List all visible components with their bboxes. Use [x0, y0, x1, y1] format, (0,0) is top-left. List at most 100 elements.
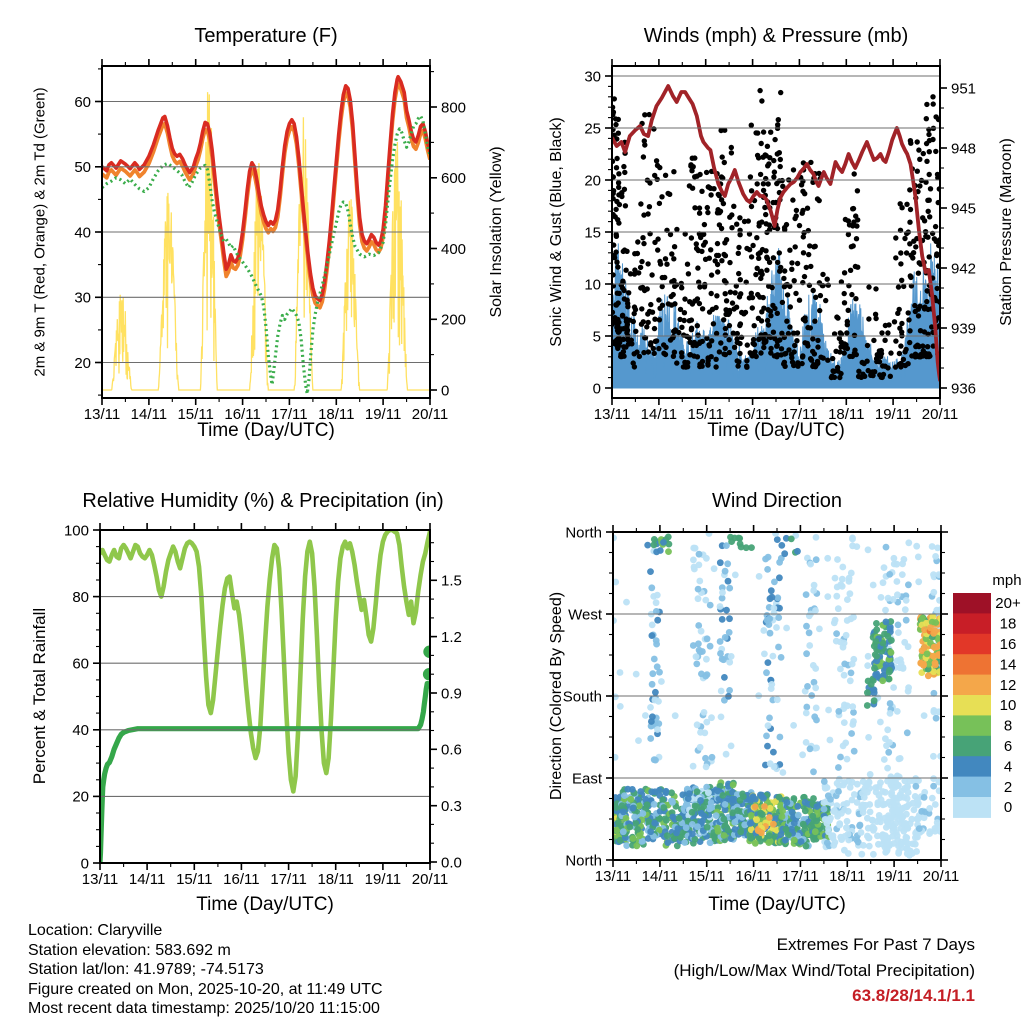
wind-direction-dot: [863, 702, 871, 709]
x-tick-label: 19/11: [876, 868, 912, 885]
wind-direction-dot: [895, 848, 903, 856]
wind-direction-dot: [799, 751, 806, 759]
wind-direction-dot: [820, 799, 828, 806]
gust-dot: [803, 264, 809, 271]
wind-direction-dot: [773, 624, 780, 631]
wind-direction-dot: [932, 714, 940, 722]
gust-dot: [787, 247, 793, 253]
wind-direction-dot: [849, 534, 856, 542]
gust-dot: [899, 277, 905, 283]
wind-direction-dot: [856, 822, 863, 830]
gust-dot: [633, 328, 639, 334]
gust-dot: [847, 267, 854, 273]
wind-direction-dot: [776, 733, 784, 741]
gust-dot: [817, 292, 824, 299]
wind-direction-dot: [858, 803, 865, 811]
wind-direction-dot: [650, 541, 658, 549]
wind-direction-dot: [650, 536, 658, 543]
wind-direction-dot: [823, 819, 831, 827]
x-tick-label: 17/11: [782, 868, 818, 885]
gust-dot: [694, 296, 701, 302]
wind-direction-dot: [905, 539, 913, 547]
wind-direction-dot: [877, 718, 884, 726]
wind-direction-dot: [689, 762, 697, 770]
gust-dot: [891, 319, 898, 325]
wind-direction-dot: [652, 608, 660, 615]
wind-direction-dot: [802, 591, 810, 598]
x-tick-label: 17/11: [271, 406, 307, 423]
gust-dot: [665, 301, 672, 307]
wind-direction-dot: [886, 710, 894, 717]
gust-dot: [649, 272, 655, 278]
gust-dot: [781, 359, 788, 365]
gust-dot: [737, 322, 743, 329]
gust-dot: [733, 304, 740, 310]
wind-direction-dot: [836, 821, 843, 829]
wind-direction-dot: [660, 804, 668, 811]
gust-dot: [770, 199, 776, 206]
x-tick-label: 19/11: [875, 406, 911, 423]
gust-dot: [721, 317, 727, 323]
wind-direction-dot: [631, 813, 638, 821]
gust-dot: [744, 342, 750, 348]
wind-direction-dot: [774, 594, 782, 602]
gust-dot: [768, 345, 774, 352]
x-tick-label: 15/11: [688, 868, 724, 885]
wind-direction-dot: [859, 809, 867, 816]
gust-dot: [920, 215, 926, 221]
gust-dot: [779, 299, 786, 306]
y-tick-label: 30: [74, 290, 91, 307]
wind-direction-dot: [613, 826, 621, 834]
gust-dot: [781, 224, 788, 231]
wind-direction-dot: [803, 622, 810, 630]
wind-direction-dot: [655, 826, 663, 834]
gust-dot: [722, 127, 728, 133]
wind-direction-dot: [766, 629, 774, 637]
wind-direction-dot: [898, 819, 906, 827]
colorbar-block: [953, 715, 991, 737]
wind-direction-dot: [717, 713, 725, 721]
gust-dot: [814, 196, 821, 202]
wind-direction-dot: [644, 541, 652, 549]
wind-direction-dot: [724, 826, 732, 834]
gust-dot: [621, 344, 627, 350]
gust-dot: [713, 304, 719, 311]
y-tick-label: 0: [81, 855, 89, 872]
wind-direction-dot: [697, 627, 705, 635]
wind-direction-dot: [716, 638, 724, 645]
gust-dot: [782, 363, 788, 369]
wind-direction-dot: [648, 718, 655, 725]
wind-direction-dot: [918, 808, 926, 815]
x-axis-label-temperature: Time (Day/UTC): [197, 420, 335, 441]
gust-dot: [808, 159, 814, 166]
gust-dot: [786, 347, 792, 353]
y-tick-label: 30: [584, 68, 601, 85]
gust-dot: [794, 338, 800, 344]
wind-direction-dot: [645, 818, 653, 825]
gust-dot: [844, 330, 850, 336]
gust-dot: [916, 260, 922, 266]
gust-dot: [722, 345, 728, 352]
gust-dot: [753, 353, 759, 360]
wind-direction-dot: [893, 708, 901, 715]
wind-direction-dot: [716, 559, 724, 567]
gust-dot: [856, 368, 862, 374]
wind-direction-dot: [765, 814, 773, 821]
y-tick-label: 5: [593, 328, 601, 345]
y-tick-label: 939: [951, 320, 976, 337]
wind-direction-dot: [869, 581, 877, 589]
gust-dot: [933, 297, 939, 304]
wind-direction-dot: [636, 832, 643, 840]
gust-dot: [799, 360, 805, 367]
wind-direction-dot: [827, 795, 834, 803]
gust-dot: [882, 322, 889, 329]
wind-direction-dot: [702, 754, 709, 762]
wind-direction-dot: [879, 833, 886, 841]
wind-direction-dot: [650, 655, 658, 663]
gust-dot: [669, 279, 675, 285]
wind-direction-dot: [843, 755, 851, 763]
gust-dot: [703, 169, 710, 176]
wind-direction-dot: [877, 818, 884, 826]
gust-dot: [642, 142, 648, 148]
wind-direction-dot: [927, 624, 934, 632]
